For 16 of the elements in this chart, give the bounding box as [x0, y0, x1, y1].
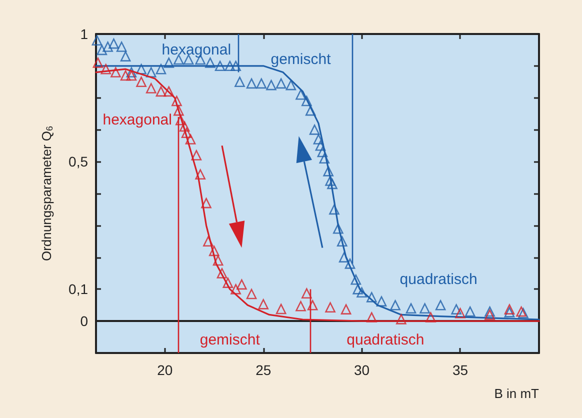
x-tick-label: 25: [256, 362, 272, 378]
y-tick-label: 1: [80, 26, 88, 42]
y-tick-label: 0,1: [68, 281, 88, 298]
x-tick-label: 30: [354, 362, 370, 378]
x-tick-label: 20: [157, 362, 173, 378]
annotation: hexagonal: [102, 112, 172, 129]
annotation: gemischt: [200, 332, 261, 349]
annotation: quadratisch: [400, 271, 478, 288]
annotation: quadratisch: [346, 332, 424, 349]
y-axis-title: Ordnungsparameter Q6: [39, 126, 54, 262]
x-axis-title: B in mT: [494, 386, 540, 401]
x-tick-label: 35: [452, 362, 468, 378]
y-tick-label: 0,5: [68, 154, 88, 170]
annotation: gemischt: [270, 51, 332, 68]
annotation: hexagonal: [162, 41, 232, 58]
y-tick-label: 0: [80, 313, 88, 330]
